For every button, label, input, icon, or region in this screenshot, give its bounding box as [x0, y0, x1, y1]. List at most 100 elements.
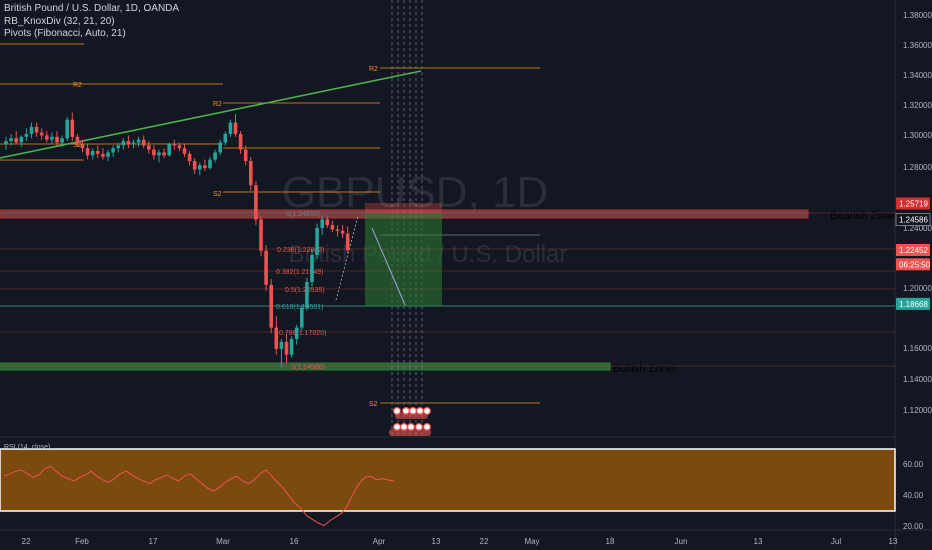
- candle-body: [192, 161, 197, 170]
- pivot-label: R2: [73, 82, 82, 89]
- candle-body: [264, 250, 268, 285]
- y-tick-label: 1.30000: [903, 131, 932, 140]
- time-axis[interactable]: 22 Feb 17 Mar 16 Apr 13 22 May 18 Jun 13 Jul 13: [22, 537, 898, 546]
- candle-body: [243, 149, 248, 162]
- rsi-tick-label: 20.00: [903, 522, 924, 531]
- y-tick-label: 1.12000: [903, 406, 932, 415]
- candle-body: [65, 119, 69, 139]
- candle-body: [238, 133, 243, 150]
- price-tag: [896, 243, 930, 256]
- candle-body: [131, 142, 136, 144]
- candle-body: [218, 142, 222, 153]
- y-tick-label: 1.38000: [903, 11, 932, 20]
- price-tags: 1.25719 1.24586 1.22452 06:25:50 1.18668: [895, 197, 931, 310]
- price-axis[interactable]: 1.38000 1.36000 1.34000 1.32000 1.30000 1.280…: [903, 11, 932, 415]
- rsi-band: [0, 448, 896, 512]
- watermark-ticker: GBPUSD, 1D: [282, 168, 549, 217]
- candle-body: [29, 126, 34, 134]
- candle-body: [213, 152, 217, 160]
- candle-body: [85, 148, 90, 156]
- indicator-knoxdiv[interactable]: RB_KnoxDiv (32, 21, 20): [4, 15, 115, 27]
- rsi-line: [3, 465, 395, 527]
- candle-body: [157, 152, 161, 156]
- candle-body: [335, 229, 340, 231]
- price-tag-label: 1.22452: [899, 246, 928, 255]
- fib-label: 0.382(1.21549): [276, 269, 323, 276]
- trade-box[interactable]: [335, 203, 442, 306]
- candle-body: [162, 152, 166, 156]
- x-tick-label: Jun: [675, 537, 688, 546]
- rsi-axis: 60.00 40.00 20.00: [903, 460, 924, 531]
- x-tick-label: Apr: [373, 537, 386, 546]
- candle-body: [126, 141, 131, 144]
- candle-body: [60, 138, 64, 143]
- candle-body: [300, 307, 304, 328]
- bullish-zone: [0, 362, 611, 371]
- candle-body: [24, 133, 29, 137]
- x-tick-label: Mar: [216, 537, 230, 546]
- candle-body: [19, 136, 24, 143]
- y-tick-label: 1.36000: [903, 41, 932, 50]
- x-tick-label: 13: [754, 537, 763, 546]
- price-tag-label: 1.24586: [899, 216, 928, 225]
- candle-body: [70, 119, 75, 137]
- candle-body: [223, 133, 228, 143]
- candle-body: [177, 145, 182, 149]
- candle-body: [96, 151, 100, 154]
- x-tick-label: 13: [432, 537, 441, 546]
- candle-body: [187, 153, 192, 162]
- price-tag-label: 06:25:50: [899, 260, 931, 269]
- fib-label: 1(1.14580): [291, 364, 325, 371]
- rsi-tick-label: 60.00: [903, 460, 924, 469]
- y-tick-label: 1.34000: [903, 71, 932, 80]
- impulse-line: [335, 215, 359, 301]
- candle-body: [269, 284, 273, 328]
- y-tick-label: 1.14000: [903, 375, 932, 384]
- rsi-layer: [3, 465, 395, 527]
- x-tick-label: May: [524, 537, 539, 546]
- candle-body: [233, 122, 238, 134]
- x-tick-label: 22: [22, 537, 31, 546]
- candle-body: [305, 282, 309, 308]
- candle-body: [147, 145, 151, 150]
- chart-legend: British Pound / U.S. Dollar, 1D, OANDA R…: [4, 3, 179, 41]
- candle-body: [121, 141, 126, 146]
- candle-body: [289, 338, 294, 355]
- candle-body: [34, 126, 39, 133]
- candle-body: [259, 219, 263, 251]
- candle-body: [284, 341, 289, 355]
- candle-body: [345, 233, 350, 250]
- fib-label: 0(1.24850): [286, 211, 320, 218]
- candle-body: [111, 148, 115, 153]
- pivot-label: R2: [369, 66, 378, 73]
- bullish-zone-label: Bullish Zone!: [613, 363, 677, 375]
- candle-body: [310, 254, 314, 283]
- candle-body: [172, 143, 177, 146]
- rsi-label: RSI (14, close): [4, 444, 50, 451]
- y-tick-label: 1.24000: [903, 224, 932, 233]
- candle-body: [320, 219, 324, 228]
- stop-loss-area: [365, 203, 442, 213]
- price-tag: [896, 258, 930, 271]
- price-tag: [896, 197, 930, 210]
- candle-body: [9, 138, 13, 142]
- candle-body: [116, 145, 120, 149]
- x-tick-label: 16: [290, 537, 299, 546]
- candle-body: [141, 139, 146, 146]
- price-tag-label: 1.25719: [899, 199, 928, 208]
- candles-layer: [4, 112, 350, 368]
- candle-body: [279, 341, 284, 349]
- projection-arrow: [371, 227, 406, 306]
- y-tick-label: 1.20000: [903, 284, 932, 293]
- x-tick-label: 18: [606, 537, 615, 546]
- price-tag: [896, 297, 930, 310]
- candle-body: [167, 143, 171, 156]
- x-tick-label: 22: [480, 537, 489, 546]
- candle-body: [4, 141, 8, 144]
- symbol-title[interactable]: British Pound / U.S. Dollar, 1D, OANDA: [4, 3, 180, 14]
- candle-body: [340, 230, 345, 234]
- candle-body: [315, 227, 319, 255]
- price-tag-label: 1.18668: [899, 300, 928, 309]
- indicator-pivots[interactable]: Pivots (Fibonacci, Auto, 21): [4, 28, 126, 39]
